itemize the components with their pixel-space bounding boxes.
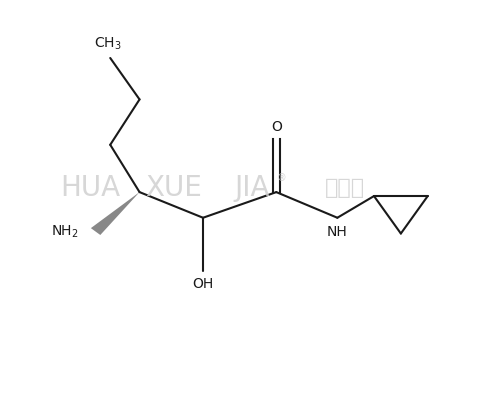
Text: NH: NH [327,225,348,239]
Text: HUA: HUA [61,174,121,202]
Text: CH$_3$: CH$_3$ [94,36,122,52]
Text: 化学加: 化学加 [325,178,365,198]
Text: O: O [271,120,282,134]
Text: JIA: JIA [234,174,270,202]
Text: XUE: XUE [145,174,202,202]
Polygon shape [91,192,139,235]
Text: OH: OH [193,277,214,291]
Text: ®: ® [276,173,286,183]
Text: NH$_2$: NH$_2$ [51,223,79,240]
